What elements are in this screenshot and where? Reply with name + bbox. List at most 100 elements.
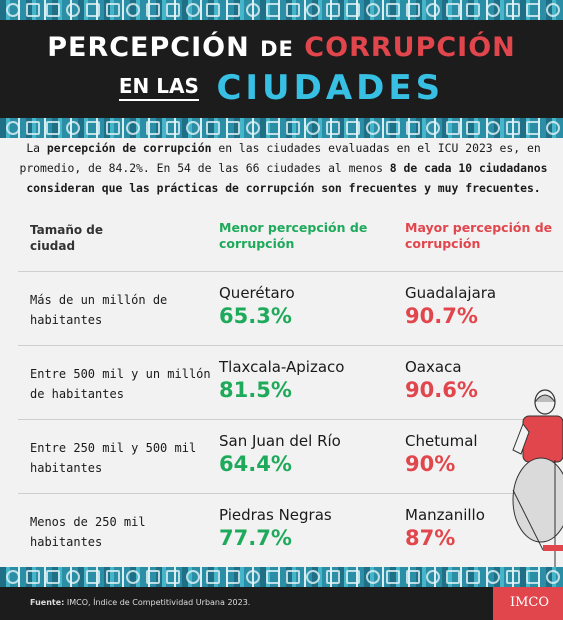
city-pattern-icon: [466, 3, 480, 17]
max-pct: 87%: [405, 526, 456, 550]
city-pattern-icon: [26, 3, 40, 17]
city-pattern-icon: [126, 121, 140, 135]
city-pattern-icon: [426, 121, 440, 135]
row-size: Menos de 250 mil habitantes: [30, 515, 146, 549]
city-pattern-icon: [546, 121, 560, 135]
city-pattern-icon: [246, 3, 260, 17]
city-pattern-icon: [346, 3, 360, 17]
city-pattern-icon: [546, 570, 560, 584]
city-pattern-icon: [446, 3, 460, 17]
min-pct: 81.5%: [219, 378, 292, 402]
max-city: Guadalajara: [405, 284, 497, 302]
city-pattern-icon: [386, 121, 400, 135]
max-pct: 90.6%: [405, 378, 478, 402]
title-word-percepcion: PERCEPCIÓN: [47, 32, 250, 63]
city-pattern-icon: [426, 570, 440, 584]
top-pattern-band: [0, 0, 563, 20]
city-pattern-icon: [366, 121, 380, 135]
intro-text-1: La: [26, 141, 47, 155]
city-pattern-icon: [266, 570, 280, 584]
city-pattern-icon: [146, 3, 160, 17]
title-line-1: PERCEPCIÓN DE CORRUPCIÓN: [0, 32, 563, 63]
city-pattern-icon: [166, 570, 180, 584]
city-pattern-icon: [506, 3, 520, 17]
min-city: Tlaxcala-Apizaco: [219, 358, 345, 376]
city-pattern-icon: [506, 121, 520, 135]
city-pattern-icon: [226, 121, 240, 135]
table-row: Más de un millón de habitantes Querétaro…: [18, 271, 563, 345]
max-pct: 90.7%: [405, 304, 478, 328]
min-pct: 65.3%: [219, 304, 292, 328]
table-row: Entre 500 mil y un millón de habitantes …: [18, 345, 563, 419]
city-pattern-icon: [266, 3, 280, 17]
min-pct: 64.4%: [219, 452, 292, 476]
city-pattern-icon: [286, 121, 300, 135]
city-pattern-icon: [226, 3, 240, 17]
max-city: Chetumal: [405, 432, 478, 450]
table-row: Menos de 250 mil habitantes Piedras Negr…: [18, 493, 563, 567]
city-pattern-icon: [186, 570, 200, 584]
logo-background: [493, 587, 563, 620]
city-pattern-icon: [186, 3, 200, 17]
city-pattern-icon: [66, 121, 80, 135]
min-city: San Juan del Río: [219, 432, 341, 450]
max-pct: 90%: [405, 452, 456, 476]
city-pattern-icon: [366, 570, 380, 584]
row-size: Entre 250 mil y 500 mil habitantes: [30, 441, 197, 475]
bottom-pattern-band: [0, 567, 563, 587]
min-city: Querétaro: [219, 284, 295, 302]
city-pattern-icon: [106, 121, 120, 135]
header: PERCEPCIÓN DE CORRUPCIÓN EN LAS CIUDADES: [0, 20, 563, 118]
city-pattern-icon: [86, 121, 100, 135]
city-pattern-icon: [306, 3, 320, 17]
city-pattern-icon: [426, 3, 440, 17]
city-pattern-icon: [86, 570, 100, 584]
city-pattern-icon: [266, 121, 280, 135]
comparison-table: Tamaño de ciudad Menor percepción de cor…: [0, 208, 563, 567]
city-pattern-icon: [526, 570, 540, 584]
city-pattern-icon: [206, 121, 220, 135]
title-line-2: EN LAS CIUDADES: [0, 68, 563, 108]
source-label: Fuente:: [30, 598, 65, 607]
city-pattern-icon: [406, 570, 420, 584]
source-text: Fuente: IMCO, Índice de Competitividad U…: [30, 598, 250, 607]
city-pattern-icon: [526, 121, 540, 135]
city-pattern-icon: [466, 121, 480, 135]
city-pattern-icon: [126, 570, 140, 584]
city-pattern-icon: [6, 570, 20, 584]
source-body: IMCO, Índice de Competitividad Urbana 20…: [64, 598, 251, 607]
city-pattern-icon: [26, 121, 40, 135]
city-pattern-icon: [486, 121, 500, 135]
city-pattern-icon: [26, 570, 40, 584]
city-pattern-icon: [146, 121, 160, 135]
title-word-ciudades: CIUDADES: [216, 68, 445, 108]
city-pattern-icon: [466, 570, 480, 584]
city-pattern-icon: [306, 570, 320, 584]
max-city: Manzanillo: [405, 506, 485, 524]
city-pattern-icon: [46, 121, 60, 135]
city-pattern-icon: [386, 570, 400, 584]
middle-pattern-band: [0, 118, 563, 138]
city-pattern-icon: [106, 3, 120, 17]
header-min: Menor percepción de corrupción: [219, 220, 368, 251]
intro-bold-1: percepción de corrupción: [46, 141, 212, 155]
city-pattern-icon: [526, 3, 540, 17]
city-pattern-icon: [446, 121, 460, 135]
city-pattern-icon: [46, 570, 60, 584]
city-pattern-icon: [386, 3, 400, 17]
max-city: Oaxaca: [405, 358, 462, 376]
city-pattern-icon: [166, 3, 180, 17]
city-pattern-icon: [486, 570, 500, 584]
city-pattern-icon: [126, 3, 140, 17]
city-pattern-icon: [326, 570, 340, 584]
city-pattern-icon: [246, 570, 260, 584]
city-pattern-icon: [206, 570, 220, 584]
city-pattern-icon: [6, 3, 20, 17]
city-pattern-icon: [306, 121, 320, 135]
title-word-de: DE: [260, 37, 294, 61]
title-word-en-las: EN LAS: [118, 74, 199, 101]
city-pattern-icon: [506, 570, 520, 584]
city-pattern-icon: [206, 3, 220, 17]
city-pattern-icon: [66, 570, 80, 584]
city-pattern-icon: [346, 570, 360, 584]
